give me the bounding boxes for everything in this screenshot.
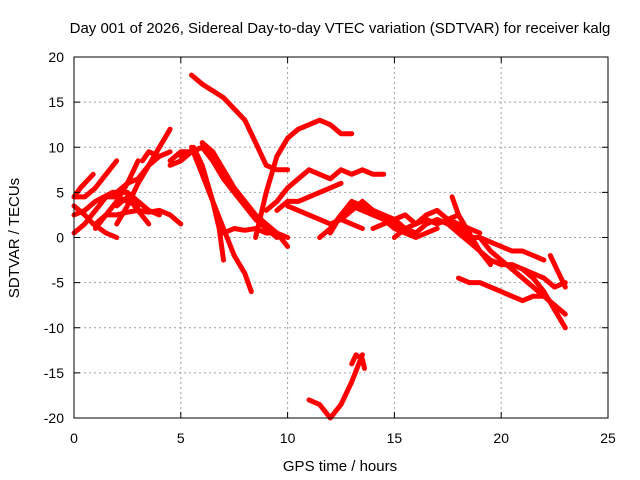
series-line-arc-36 — [498, 244, 547, 263]
series-line-arc-18 — [199, 140, 280, 240]
y-tick-label: -20 — [44, 410, 64, 426]
series-group — [71, 72, 568, 421]
series-line-arc-25 — [306, 352, 365, 421]
x-tick-label: 5 — [177, 430, 185, 446]
y-tick-label: 20 — [48, 49, 64, 65]
series-line-arc-26 — [349, 352, 367, 371]
series-line-arc-29 — [338, 198, 461, 227]
series-line-arc-9 — [114, 194, 152, 227]
grid — [74, 57, 608, 418]
chart-title: Day 001 of 2026, Sidereal Day-to-day VTE… — [70, 20, 611, 37]
y-axis-title: SDTVAR / TECUs — [6, 178, 23, 298]
series-line-arc-15 — [189, 144, 254, 295]
series-line-arc-21 — [253, 117, 355, 240]
y-tick-label: 5 — [56, 184, 64, 200]
x-tick-label: 15 — [387, 430, 403, 446]
y-tick-label: -10 — [44, 320, 64, 336]
series-line-arc-24 — [285, 203, 365, 231]
y-tick-label: -15 — [44, 365, 64, 381]
series-line-arc-22 — [263, 167, 387, 213]
series-line-arc-37 — [456, 275, 547, 304]
series-line-arc-10 — [114, 126, 173, 195]
series-line-arc-11 — [139, 149, 173, 164]
axis-ticks: 0 5 10 15 20 25 -20 -15 -10 -5 0 5 10 15 20 — [44, 49, 616, 446]
x-tick-label: 20 — [493, 430, 509, 446]
x-tick-label: 0 — [70, 430, 78, 446]
series-line-arc-38 — [520, 266, 568, 290]
y-tick-label: -5 — [52, 275, 65, 291]
x-tick-label: 25 — [600, 430, 616, 446]
series-line-arc-16 — [191, 144, 226, 263]
series-line-arc-28 — [327, 198, 440, 240]
y-tick-label: 10 — [48, 139, 64, 155]
series-line-arc-39 — [547, 253, 568, 290]
series-line-arc-17 — [199, 140, 291, 249]
x-axis-title: GPS time / hours — [283, 458, 397, 475]
x-tick-label: 10 — [280, 430, 296, 446]
series-line-arc-35 — [477, 235, 568, 317]
series-line-arc-5 — [71, 158, 120, 200]
y-tick-label: 0 — [56, 230, 64, 246]
y-tick-label: 15 — [48, 94, 64, 110]
series-line-arc-23 — [274, 180, 344, 213]
